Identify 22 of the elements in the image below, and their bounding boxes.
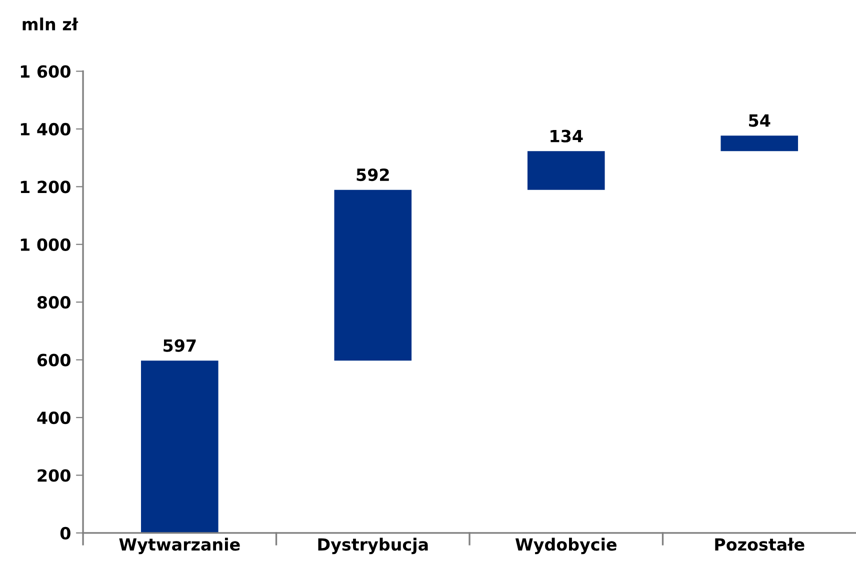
y-tick-label: 200 [38,469,70,482]
data-label: 592 [356,168,389,182]
bar [720,136,798,152]
y-tick-label: 400 [37,411,70,424]
data-label: 54 [749,114,770,127]
y-tick-label: 0 [60,526,70,540]
y-tick-label: 1 400 [20,122,70,136]
bar [141,360,218,533]
y-tick-label: 600 [37,354,70,366]
bar [334,190,412,361]
y-tick-label: 1 600 [20,65,70,78]
y-tick-label: 1 000 [20,238,70,251]
y-axis-title: mln zł [22,18,78,30]
x-tick-label: Pozostałe [715,538,804,551]
y-tick-label: 1 200 [20,180,70,194]
x-tick-label: Wytwarzanie [119,538,240,554]
x-tick-label: Wydobycie [515,538,616,554]
data-label: 134 [550,130,583,142]
x-tick-label: Dystrybucja [318,538,428,554]
y-tick-label: 800 [37,296,70,309]
bar [527,151,605,190]
data-label: 597 [164,339,196,352]
